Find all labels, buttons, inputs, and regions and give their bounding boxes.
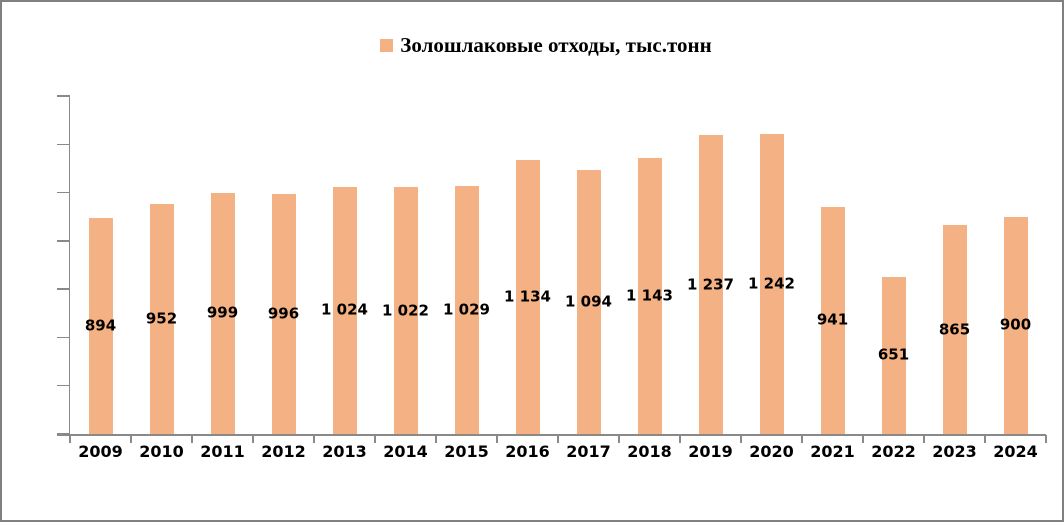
- bar: [210, 192, 235, 434]
- bar-value-label: 900: [999, 315, 1032, 334]
- x-axis-label: 2015: [444, 442, 489, 461]
- bar: [271, 193, 296, 434]
- x-axis-tick: [130, 435, 132, 443]
- x-axis-label: 2022: [871, 442, 916, 461]
- bar-value-label: 865: [938, 320, 971, 339]
- x-axis-tick: [862, 435, 864, 443]
- y-axis: [68, 96, 70, 434]
- x-axis-label: 2017: [566, 442, 611, 461]
- bar: [332, 186, 357, 434]
- bar: [881, 276, 906, 434]
- x-axis-label: 2019: [688, 442, 733, 461]
- bar-value-label: 651: [877, 345, 910, 364]
- x-axis-label: 2010: [139, 442, 184, 461]
- x-axis-label: 2016: [505, 442, 550, 461]
- bar-value-label: 1 024: [321, 300, 368, 319]
- bar-value-label: 1 029: [443, 300, 490, 319]
- bar-value-label: 952: [145, 309, 178, 328]
- plot-area: 894 2009 952 2010 999 2011 996 2012 1 024 2013 1 0…: [57, 95, 1047, 460]
- y-axis-tick: [57, 191, 70, 194]
- x-axis-tick: [313, 435, 315, 443]
- x-axis-tick: [435, 435, 437, 443]
- x-axis-label: 2011: [200, 442, 245, 461]
- x-axis-tick: [1045, 435, 1047, 443]
- bar-value-label: 1 237: [687, 275, 734, 294]
- x-axis-tick: [69, 435, 71, 443]
- legend: Золошлаковые отходы, тыс.тонн: [16, 30, 1062, 60]
- bar: [88, 218, 113, 434]
- x-axis-tick: [252, 435, 254, 443]
- bar: [576, 169, 601, 434]
- bar: [637, 158, 662, 434]
- x-axis-tick: [618, 435, 620, 443]
- y-axis-tick: [57, 433, 70, 435]
- bar: [942, 225, 967, 434]
- bar-value-label: 1 134: [504, 287, 551, 306]
- y-axis-tick: [57, 336, 70, 339]
- x-axis-tick: [923, 435, 925, 443]
- x-axis-label: 2024: [993, 442, 1038, 461]
- y-axis-tick: [57, 288, 70, 290]
- x-axis-tick: [984, 435, 986, 443]
- x-axis-tick: [191, 435, 193, 443]
- y-axis-tick: [57, 384, 70, 387]
- x-axis-label: 2009: [78, 442, 123, 461]
- bar: [759, 134, 784, 434]
- y-axis-tick: [57, 143, 70, 146]
- bar: [149, 204, 174, 434]
- bar-value-label: 1 022: [382, 301, 429, 320]
- x-axis-label: 2023: [932, 442, 977, 461]
- bar-value-label: 1 242: [748, 274, 795, 293]
- bar: [1003, 216, 1028, 434]
- bar: [515, 160, 540, 434]
- x-axis-tick: [496, 435, 498, 443]
- x-axis-label: 2014: [383, 442, 428, 461]
- x-axis-label: 2018: [627, 442, 672, 461]
- bar: [820, 206, 845, 434]
- bar: [698, 135, 723, 434]
- x-axis-tick: [801, 435, 803, 443]
- bar: [454, 185, 479, 434]
- x-axis-tick: [679, 435, 681, 443]
- x-axis-label: 2012: [261, 442, 306, 461]
- y-axis-tick: [57, 240, 70, 242]
- bar-value-label: 999: [206, 303, 239, 322]
- x-axis-label: 2013: [322, 442, 367, 461]
- bar-value-label: 1 143: [626, 286, 673, 305]
- bar: [393, 187, 418, 434]
- bar-value-label: 1 094: [565, 292, 612, 311]
- x-axis-tick: [740, 435, 742, 443]
- y-axis-tick: [57, 95, 70, 97]
- bar-value-label: 941: [816, 310, 849, 329]
- bar-value-label: 996: [267, 304, 300, 323]
- x-axis-tick: [374, 435, 376, 443]
- legend-label: Золошлаковые отходы, тыс.тонн: [400, 32, 712, 57]
- x-axis-label: 2021: [810, 442, 855, 461]
- x-axis-tick: [557, 435, 559, 443]
- x-axis: [57, 434, 1046, 436]
- x-axis-label: 2020: [749, 442, 794, 461]
- legend-marker-icon: [380, 38, 394, 52]
- bar-value-label: 894: [84, 316, 117, 335]
